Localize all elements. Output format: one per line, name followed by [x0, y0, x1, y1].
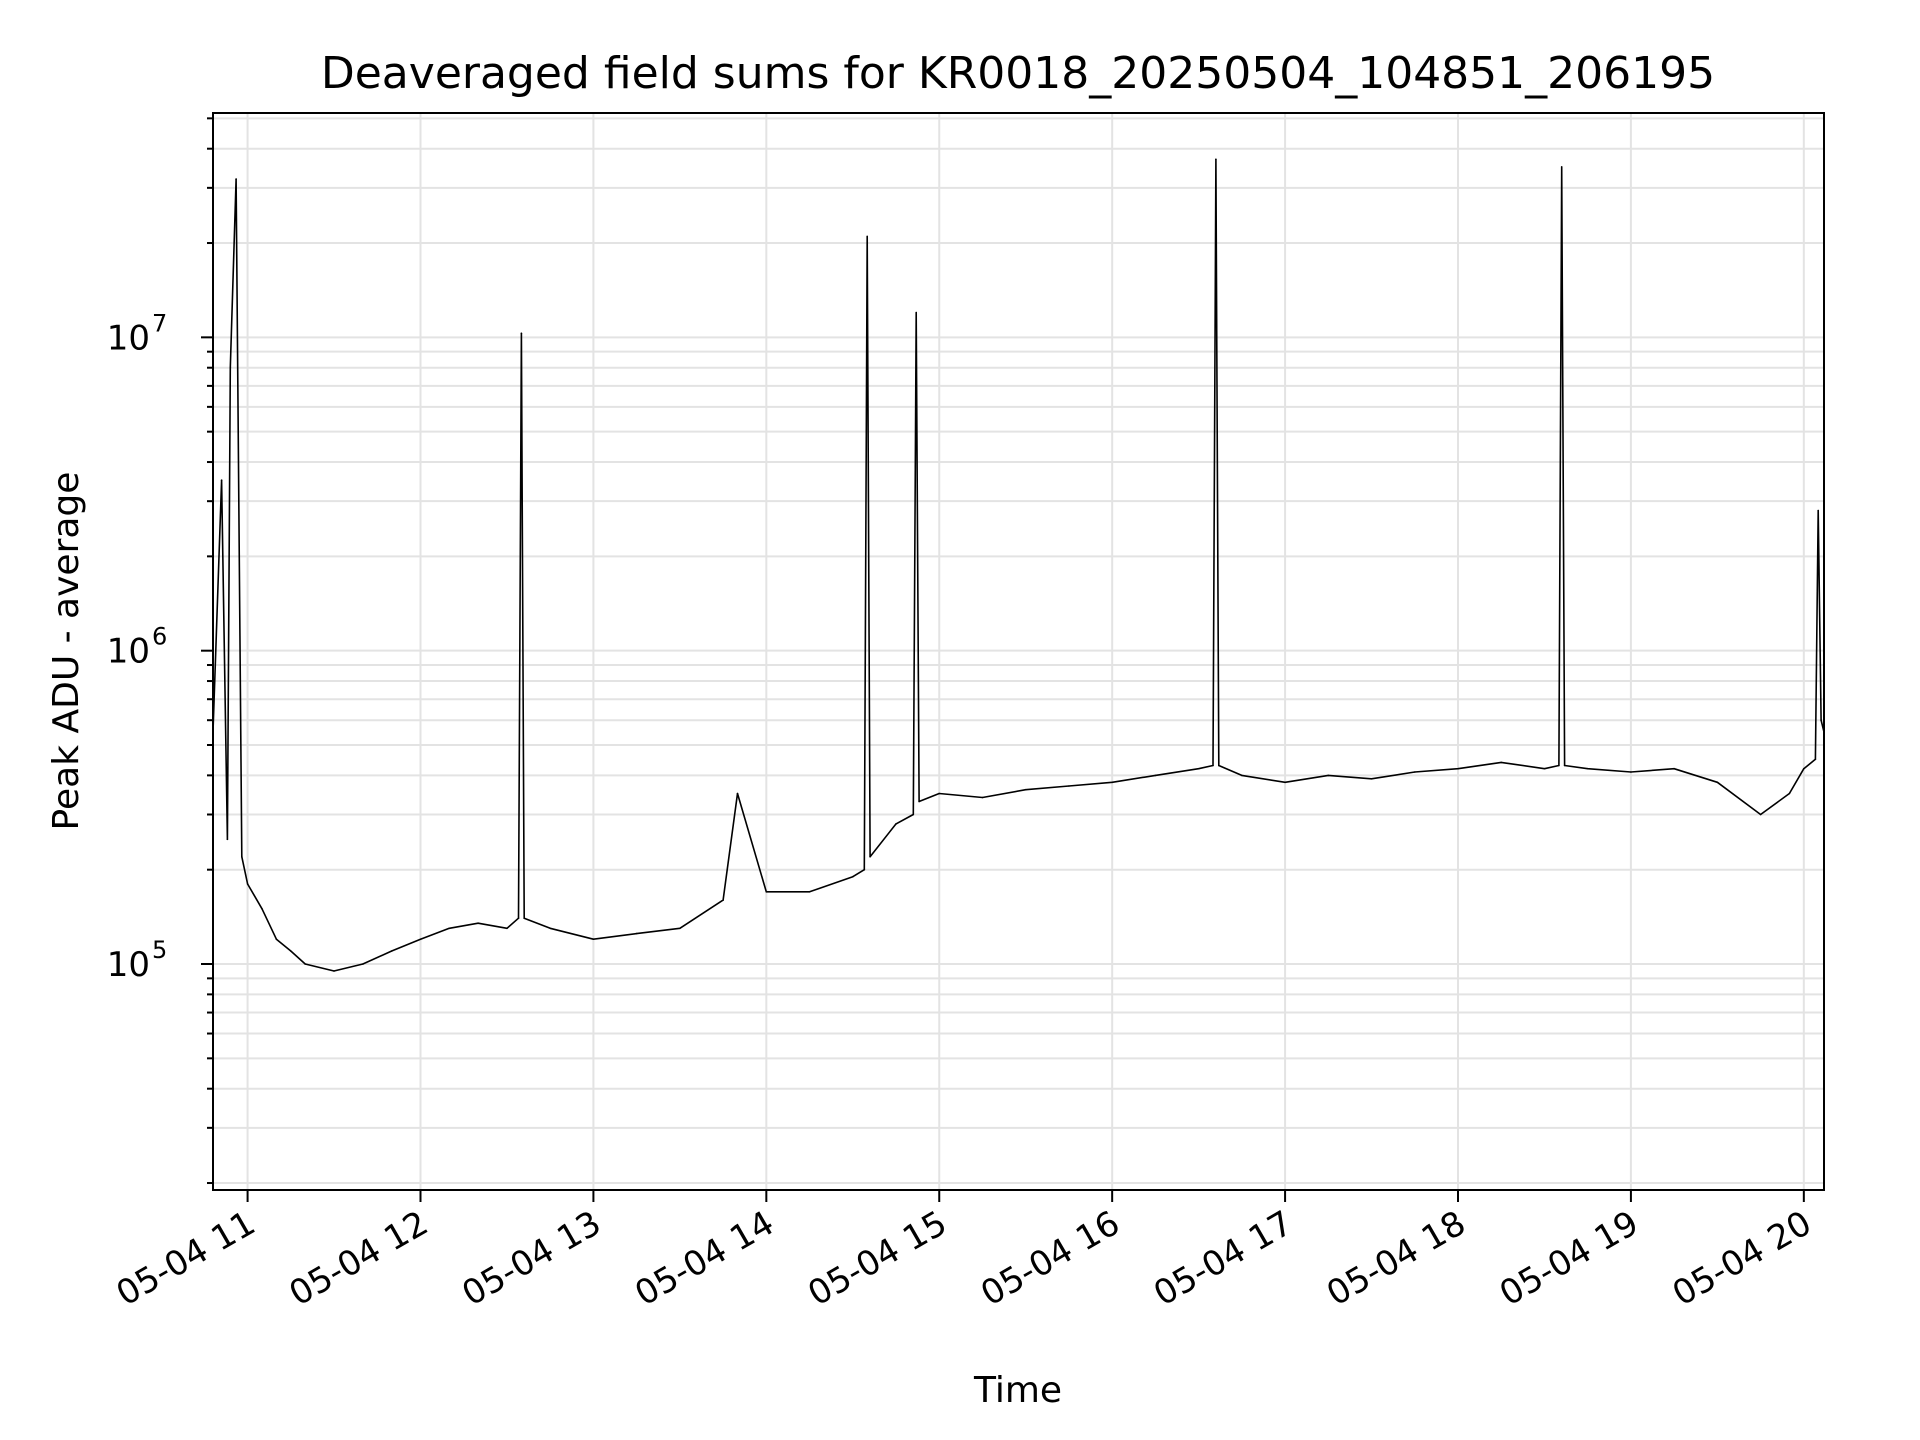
x-axis-label: Time	[973, 1370, 1062, 1411]
data-point	[477, 922, 479, 924]
data-point	[261, 908, 263, 910]
data-point	[1241, 774, 1243, 777]
data-point	[549, 927, 551, 930]
data-point	[1586, 767, 1589, 770]
data-point	[592, 938, 595, 940]
y-tick-label: 10 5	[107, 936, 168, 985]
data-point	[1500, 761, 1502, 764]
chart-title: Deaveraged field sums for KR0018_2025050…	[321, 48, 1715, 99]
data-point	[1111, 781, 1113, 784]
data-point	[506, 927, 508, 930]
data-point	[1803, 767, 1805, 770]
data-point	[808, 891, 811, 893]
y-axis-label: Peak ADU - average	[46, 472, 87, 831]
data-point	[1370, 778, 1373, 780]
data-point	[1716, 781, 1719, 784]
grid-lines	[213, 113, 1824, 1190]
data-point	[1457, 767, 1459, 770]
data-point	[523, 917, 525, 919]
data-point	[1218, 764, 1220, 767]
data-point	[915, 311, 917, 314]
data-point	[869, 855, 871, 858]
data-point	[1673, 767, 1675, 770]
data-point	[981, 796, 984, 799]
data-point	[912, 813, 915, 816]
y-tick-label: 10 6	[107, 623, 168, 672]
data-point	[419, 938, 422, 940]
data-point	[275, 938, 278, 940]
data-point	[736, 792, 739, 795]
data-point	[1068, 785, 1070, 787]
data-point	[1543, 767, 1546, 770]
data-point	[1327, 774, 1330, 777]
data-point	[520, 332, 523, 335]
data-point	[241, 855, 243, 858]
data-point	[895, 823, 897, 825]
data-point	[229, 366, 232, 369]
data-point	[1630, 771, 1632, 773]
data-point	[863, 868, 866, 871]
axis-ticks	[201, 117, 1805, 1202]
data-point	[1814, 758, 1817, 761]
data-point	[246, 883, 249, 885]
data-point	[722, 899, 724, 901]
data-point	[1024, 788, 1027, 791]
data-point	[866, 235, 868, 238]
data-point	[679, 927, 681, 930]
data-point	[226, 838, 229, 841]
data-point	[1154, 774, 1157, 777]
data-point	[517, 917, 520, 919]
data-point	[390, 950, 393, 952]
data-point	[1820, 719, 1822, 721]
data-point	[290, 950, 292, 952]
data-point	[448, 927, 451, 930]
data-point	[938, 792, 940, 795]
data-point	[1563, 764, 1566, 767]
data-point	[635, 932, 638, 935]
y-tick-base: 10	[107, 945, 150, 985]
data-point	[1558, 764, 1560, 767]
y-tick-exponent: 6	[152, 623, 167, 651]
data-point	[1817, 509, 1819, 512]
data-point	[362, 963, 364, 965]
data-point	[333, 970, 335, 972]
y-tick-base: 10	[107, 318, 150, 358]
data-point	[220, 479, 223, 482]
data-point	[852, 875, 854, 878]
y-tick-base: 10	[107, 632, 150, 672]
data-point	[1197, 767, 1200, 770]
data-point	[1414, 771, 1416, 773]
y-tick-exponent: 5	[152, 936, 167, 964]
data-point	[1759, 813, 1762, 816]
y-tick-label: 10 7	[107, 309, 168, 358]
data-point	[235, 178, 237, 180]
data-point	[1788, 792, 1791, 795]
data-point	[1212, 764, 1214, 767]
data-point	[1284, 781, 1286, 784]
data-point	[304, 963, 307, 965]
data-point	[1215, 158, 1217, 161]
series-layer	[212, 158, 1825, 972]
data-point	[918, 800, 920, 803]
y-tick-exponent: 7	[152, 309, 167, 337]
data-point	[1560, 166, 1563, 168]
data-point	[765, 891, 768, 893]
